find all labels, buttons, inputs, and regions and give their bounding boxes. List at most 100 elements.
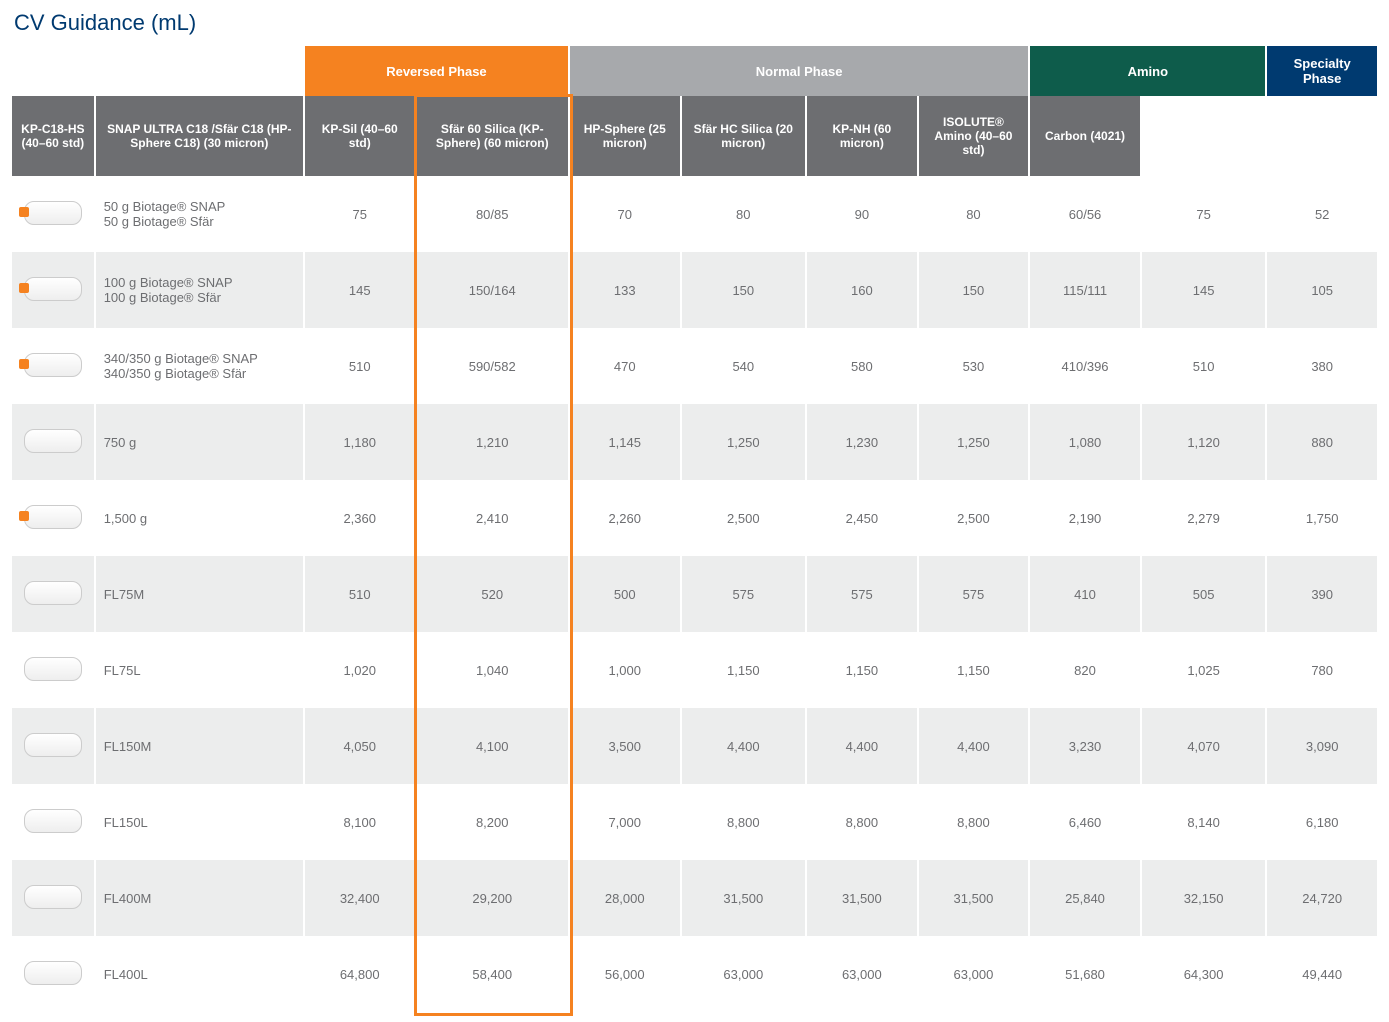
value-cell: 3,230 bbox=[1029, 708, 1141, 784]
value-cell: 530 bbox=[918, 328, 1030, 404]
value-cell: 56,000 bbox=[569, 936, 681, 1012]
cartridge-icon-cell bbox=[11, 176, 95, 252]
value-cell: 145 bbox=[1141, 252, 1267, 328]
cartridge-icon bbox=[24, 353, 82, 377]
cartridge-icon bbox=[24, 581, 82, 605]
value-cell: 8,200 bbox=[416, 784, 569, 860]
value-cell: 150 bbox=[918, 252, 1030, 328]
value-cell: 390 bbox=[1266, 556, 1378, 632]
value-cell: 160 bbox=[806, 252, 918, 328]
value-cell: 8,800 bbox=[918, 784, 1030, 860]
value-cell: 4,400 bbox=[806, 708, 918, 784]
value-cell: 2,260 bbox=[569, 480, 681, 556]
value-cell: 880 bbox=[1266, 404, 1378, 480]
nominal-header: Nominal Column Size bbox=[11, 46, 304, 96]
cartridge-icon-cell bbox=[11, 860, 95, 936]
row-label: FL75L bbox=[95, 632, 304, 708]
value-cell: 31,500 bbox=[918, 860, 1030, 936]
value-cell: 3,500 bbox=[569, 708, 681, 784]
value-cell: 1,020 bbox=[304, 632, 416, 708]
value-cell: 380 bbox=[1266, 328, 1378, 404]
cartridge-icon bbox=[24, 885, 82, 909]
value-cell: 8,800 bbox=[806, 784, 918, 860]
value-cell: 7,000 bbox=[569, 784, 681, 860]
value-cell: 470 bbox=[569, 328, 681, 404]
value-cell: 1,000 bbox=[569, 632, 681, 708]
value-cell: 540 bbox=[681, 328, 807, 404]
cartridge-icon-cell bbox=[11, 480, 95, 556]
value-cell: 1,180 bbox=[304, 404, 416, 480]
value-cell: 580 bbox=[806, 328, 918, 404]
cartridge-icon bbox=[24, 657, 82, 681]
value-cell: 58,400 bbox=[416, 936, 569, 1012]
value-cell: 505 bbox=[1141, 556, 1267, 632]
value-cell: 1,250 bbox=[681, 404, 807, 480]
value-cell: 510 bbox=[304, 556, 416, 632]
value-cell: 6,180 bbox=[1266, 784, 1378, 860]
column-header: ISOLUTE® Amino (40–60 std) bbox=[918, 96, 1030, 176]
value-cell: 31,500 bbox=[806, 860, 918, 936]
row-label: FL150M bbox=[95, 708, 304, 784]
cartridge-icon bbox=[24, 277, 82, 301]
value-cell: 1,040 bbox=[416, 632, 569, 708]
group-header: Amino bbox=[1029, 46, 1266, 96]
value-cell: 133 bbox=[569, 252, 681, 328]
cartridge-icon bbox=[24, 429, 82, 453]
value-cell: 510 bbox=[304, 328, 416, 404]
value-cell: 24,720 bbox=[1266, 860, 1378, 936]
cv-guidance-table: Nominal Column SizeReversed PhaseNormal … bbox=[10, 46, 1379, 1012]
value-cell: 70 bbox=[569, 176, 681, 252]
cartridge-icon-cell bbox=[11, 328, 95, 404]
value-cell: 63,000 bbox=[681, 936, 807, 1012]
value-cell: 1,150 bbox=[681, 632, 807, 708]
group-header-row: Nominal Column SizeReversed PhaseNormal … bbox=[11, 46, 1378, 96]
value-cell: 1,025 bbox=[1141, 632, 1267, 708]
value-cell: 575 bbox=[918, 556, 1030, 632]
cartridge-icon bbox=[24, 201, 82, 225]
column-header: KP-NH (60 micron) bbox=[806, 96, 918, 176]
column-header: HP-Sphere (25 micron) bbox=[569, 96, 681, 176]
value-cell: 8,800 bbox=[681, 784, 807, 860]
value-cell: 2,190 bbox=[1029, 480, 1141, 556]
column-header: Sfär 60 Silica (KP-Sphere) (60 micron) bbox=[416, 96, 569, 176]
table-row: 340/350 g Biotage® SNAP340/350 g Biotage… bbox=[11, 328, 1378, 404]
value-cell: 80/85 bbox=[416, 176, 569, 252]
column-header: Sfär HC Silica (20 micron) bbox=[681, 96, 807, 176]
cartridge-icon-cell bbox=[11, 708, 95, 784]
value-cell: 1,080 bbox=[1029, 404, 1141, 480]
cartridge-icon-cell bbox=[11, 632, 95, 708]
value-cell: 64,300 bbox=[1141, 936, 1267, 1012]
cartridge-icon bbox=[24, 809, 82, 833]
row-label: 50 g Biotage® SNAP50 g Biotage® Sfär bbox=[95, 176, 304, 252]
column-header: Carbon (4021) bbox=[1029, 96, 1141, 176]
value-cell: 49,440 bbox=[1266, 936, 1378, 1012]
value-cell: 64,800 bbox=[304, 936, 416, 1012]
value-cell: 410/396 bbox=[1029, 328, 1141, 404]
value-cell: 75 bbox=[1141, 176, 1267, 252]
cartridge-icon bbox=[24, 961, 82, 985]
row-label: 340/350 g Biotage® SNAP340/350 g Biotage… bbox=[95, 328, 304, 404]
value-cell: 6,460 bbox=[1029, 784, 1141, 860]
value-cell: 150 bbox=[681, 252, 807, 328]
table-row: FL75L1,0201,0401,0001,1501,1501,1508201,… bbox=[11, 632, 1378, 708]
value-cell: 63,000 bbox=[918, 936, 1030, 1012]
value-cell: 780 bbox=[1266, 632, 1378, 708]
value-cell: 2,279 bbox=[1141, 480, 1267, 556]
value-cell: 2,500 bbox=[918, 480, 1030, 556]
value-cell: 2,500 bbox=[681, 480, 807, 556]
value-cell: 80 bbox=[681, 176, 807, 252]
cartridge-icon-cell bbox=[11, 556, 95, 632]
value-cell: 4,400 bbox=[918, 708, 1030, 784]
cartridge-icon-cell bbox=[11, 252, 95, 328]
value-cell: 80 bbox=[918, 176, 1030, 252]
value-cell: 115/111 bbox=[1029, 252, 1141, 328]
value-cell: 1,150 bbox=[918, 632, 1030, 708]
sub-header-row: KP-C18-HS (40–60 std)SNAP ULTRA C18 /Sfä… bbox=[11, 96, 1378, 176]
value-cell: 520 bbox=[416, 556, 569, 632]
value-cell: 575 bbox=[806, 556, 918, 632]
table-row: FL150M4,0504,1003,5004,4004,4004,4003,23… bbox=[11, 708, 1378, 784]
value-cell: 1,150 bbox=[806, 632, 918, 708]
table-row: 100 g Biotage® SNAP100 g Biotage® Sfär 14… bbox=[11, 252, 1378, 328]
value-cell: 410 bbox=[1029, 556, 1141, 632]
row-label: 100 g Biotage® SNAP100 g Biotage® Sfär bbox=[95, 252, 304, 328]
